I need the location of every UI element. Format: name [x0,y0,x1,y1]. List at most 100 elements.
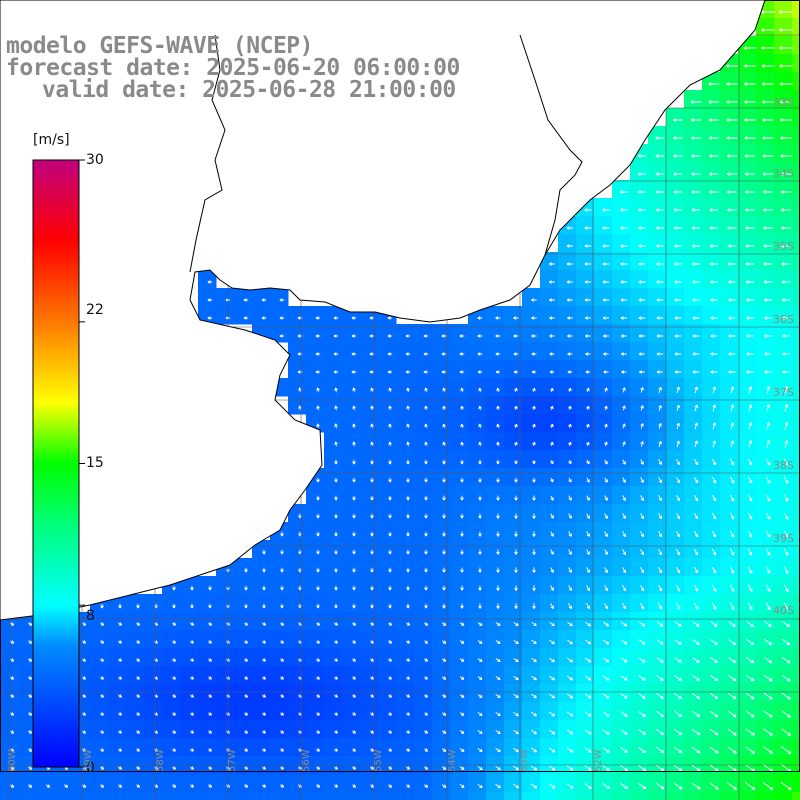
wind-arrow [745,674,755,682]
field-cell [126,684,145,703]
field-cell [684,162,703,181]
field-cell [486,594,505,613]
field-cell [558,720,577,739]
field-cell [576,540,595,559]
wind-arrow [602,208,610,212]
field-cell [558,504,577,523]
field-cell [558,558,577,577]
wind-arrow [424,676,429,680]
field-cell [396,450,415,469]
field-cell [468,774,487,793]
field-cell [558,684,577,703]
field-cell [792,702,800,721]
wind-arrow [603,370,609,374]
wind-arrow [388,405,392,411]
field-cell [738,90,757,109]
field-cell [720,396,739,415]
field-cell [396,378,415,397]
field-cell [648,180,667,199]
wind-arrow [550,387,554,393]
field-cell [144,594,163,613]
field-cell [792,450,800,469]
field-cell [576,486,595,505]
wind-arrow [586,585,590,592]
field-cell [792,252,800,271]
field-cell [792,774,800,793]
wind-arrow [424,603,428,609]
field-cell [360,576,379,595]
wind-arrow [727,692,737,700]
wind-arrow [672,118,683,122]
field-cell [180,630,199,649]
field-cell [450,432,469,451]
wind-arrow [656,639,664,645]
wind-arrow [676,386,680,394]
field-cell [126,792,145,800]
field-cell [378,774,397,793]
wind-arrow [10,658,15,662]
field-cell [486,612,505,631]
wind-arrow [280,658,285,662]
field-cell [432,720,451,739]
wind-arrow [45,784,51,788]
field-cell [378,468,397,487]
field-cell [666,432,685,451]
wind-arrow [316,423,320,429]
wind-arrow [781,244,791,248]
field-cell [720,702,739,721]
field-cell [738,360,757,379]
wind-arrow [637,154,647,158]
lon-label-59w: 59W [83,749,94,772]
field-cell [306,558,325,577]
field-cell [324,594,343,613]
wind-arrow [604,584,608,592]
wind-arrow [370,531,374,537]
field-cell [18,720,37,739]
field-cell [216,288,235,307]
field-cell [450,576,469,595]
field-cell [162,630,181,649]
wind-arrow [280,622,285,626]
field-cell [666,612,685,631]
wind-arrow [622,423,626,429]
wind-arrow [765,512,771,520]
field-cell [378,684,397,703]
field-cell [324,360,343,379]
wind-arrow [729,548,735,556]
wind-arrow [550,603,554,609]
wind-arrow [316,513,320,519]
wind-arrow [622,459,626,465]
wind-arrow [726,118,738,122]
field-cell [684,594,703,613]
field-cell [504,324,523,343]
wind-arrow [208,748,213,752]
wind-arrow [352,622,357,626]
field-cell [720,180,739,199]
wind-arrow [496,531,500,537]
field-cell [396,396,415,415]
field-cell [666,234,685,253]
field-cell [180,684,199,703]
field-cell [702,162,721,181]
field-cell [684,342,703,361]
field-cell [792,414,800,433]
wind-arrow [690,118,701,122]
field-cell [666,396,685,415]
wind-arrow [82,622,87,626]
wind-arrow [352,423,356,429]
wind-arrow [513,370,519,374]
field-cell [702,324,721,343]
wind-arrow [780,190,792,194]
field-cell [666,378,685,397]
wind-arrow [262,694,267,698]
wind-arrow [280,712,285,716]
field-cell [306,540,325,559]
field-cell [342,558,361,577]
field-cell [702,108,721,127]
field-cell [396,522,415,541]
wind-arrow [118,712,123,716]
field-cell [306,324,325,343]
field-cell [792,18,800,37]
field-cell [756,378,775,397]
wind-arrow [709,226,719,230]
